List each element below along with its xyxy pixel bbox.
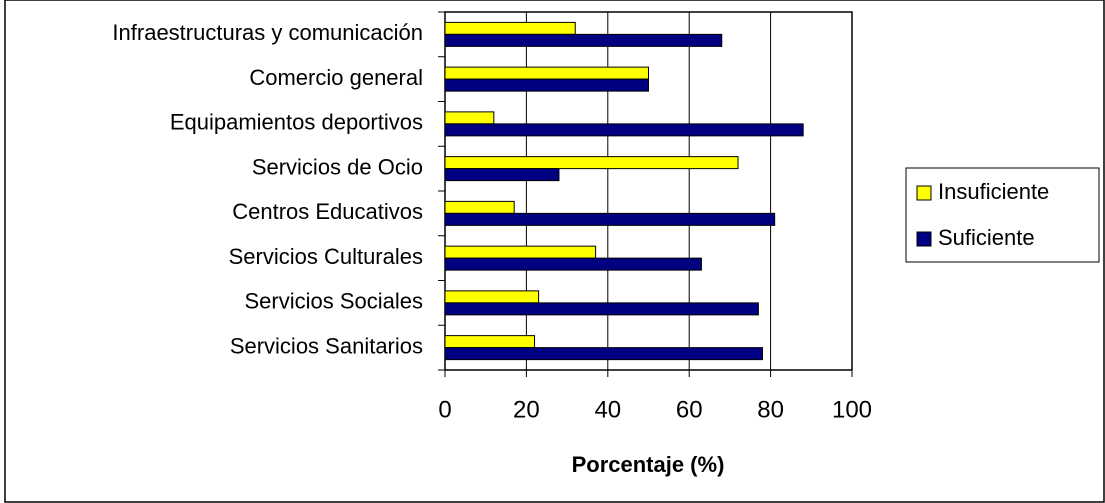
bar — [444, 212, 776, 226]
legend-swatch — [916, 231, 932, 247]
y-tick-label: Servicios Sanitarios — [230, 333, 423, 358]
bar — [444, 66, 649, 80]
legend-label: Insuficiente — [938, 179, 1049, 204]
x-tick-label: 100 — [832, 396, 872, 423]
bar — [444, 245, 597, 259]
bar — [444, 78, 649, 92]
x-tick-label: 40 — [594, 396, 621, 423]
legend-label: Suficiente — [938, 225, 1035, 250]
bar — [444, 111, 495, 125]
y-tick-label: Infraestructuras y comunicación — [112, 20, 423, 45]
bar — [444, 200, 515, 214]
x-tick-label: 0 — [438, 396, 451, 423]
y-tick-label: Servicios de Ocio — [252, 154, 423, 179]
plot-area — [445, 12, 852, 370]
bar — [444, 123, 804, 137]
y-tick-label: Comercio general — [249, 65, 423, 90]
x-axis-title: Porcentaje (%) — [572, 452, 725, 477]
legend-swatch — [916, 185, 932, 201]
y-tick-label: Servicios Culturales — [229, 244, 423, 269]
bar — [444, 347, 763, 361]
bar — [444, 335, 536, 349]
x-tick-label: 80 — [757, 396, 784, 423]
bar — [444, 257, 702, 271]
y-tick-label: Centros Educativos — [232, 199, 423, 224]
y-tick-label: Equipamientos deportivos — [170, 110, 423, 135]
chart-frame — [4, 0, 1105, 503]
x-tick-label: 20 — [513, 396, 540, 423]
bar — [444, 21, 576, 35]
bar — [444, 33, 723, 47]
bar — [444, 168, 560, 182]
y-tick-label: Servicios Sociales — [244, 289, 423, 314]
bar — [444, 290, 540, 304]
x-tick-label: 60 — [676, 396, 703, 423]
bar — [444, 156, 739, 170]
legend-box — [905, 167, 1100, 263]
bar — [444, 302, 759, 316]
